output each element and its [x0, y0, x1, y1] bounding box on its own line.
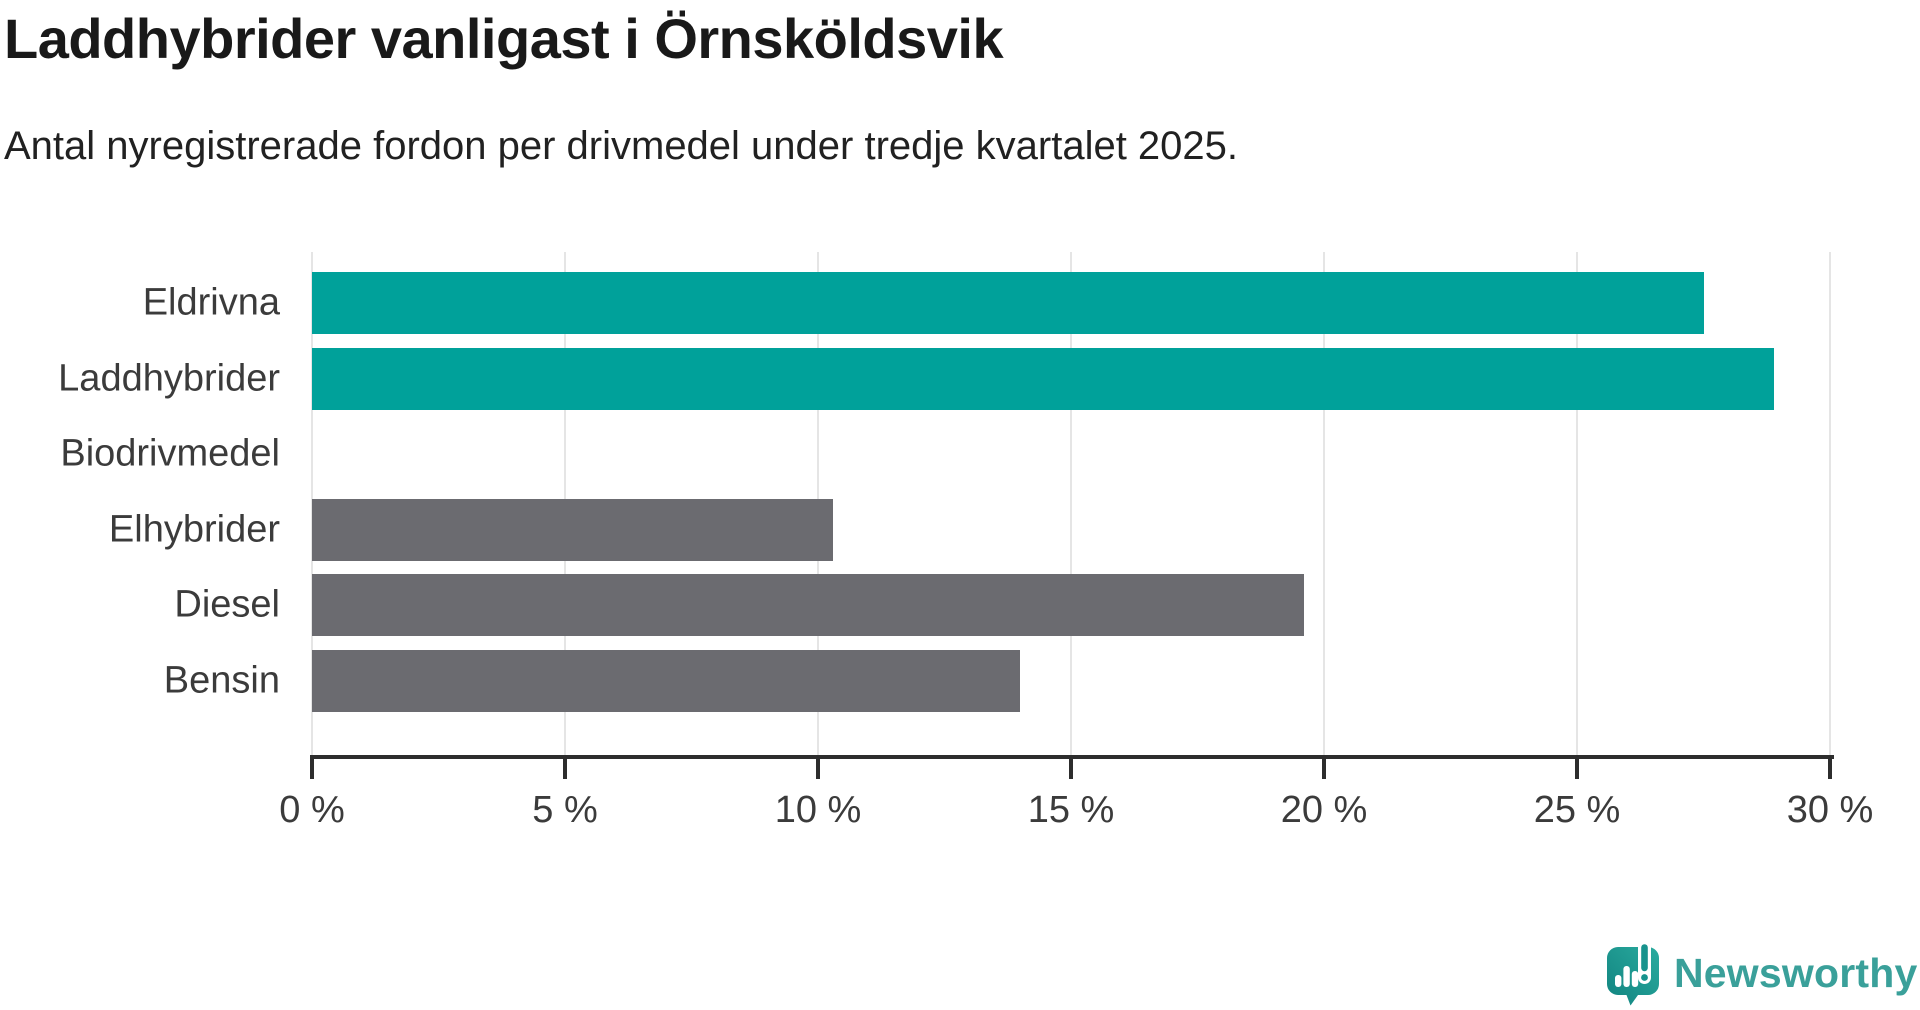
category-label-eldrivna: Eldrivna	[142, 281, 280, 324]
category-label-biodrivmedel: Biodrivmedel	[60, 432, 280, 475]
page-subtitle: Antal nyregistrerade fordon per drivmede…	[4, 124, 1239, 168]
x-axis-tick	[1828, 755, 1832, 779]
x-axis-tick-label: 5 %	[532, 789, 598, 831]
page-title: Laddhybrider vanligast i Örnsköldsvik	[4, 7, 1004, 70]
newsworthy-speech-bubble-bar-chart-icon	[1607, 941, 1659, 1006]
x-axis-tick	[563, 755, 567, 779]
bar-elhybrider	[312, 498, 834, 561]
x-axis-tick-label: 30 %	[1786, 789, 1874, 831]
x-axis-tick	[816, 755, 820, 779]
category-label-elhybrider: Elhybrider	[108, 508, 280, 550]
x-axis-tick	[310, 755, 314, 779]
x-axis-tick-label: 0 %	[279, 789, 345, 831]
gridline	[1576, 252, 1578, 755]
newsworthy-logo: Newsworthy	[1606, 940, 1918, 1006]
bar-diesel	[312, 574, 1304, 637]
x-axis-tick	[1069, 755, 1073, 779]
x-axis-tick-label: 25 %	[1533, 789, 1621, 831]
bar-eldrivna	[312, 272, 1704, 335]
category-label-laddhybrider: Laddhybrider	[58, 357, 280, 399]
gridline	[1829, 252, 1831, 755]
bar-bensin	[312, 649, 1021, 712]
plot-area: 0 % 5 % 10 % 15 % 20 % 25 % 30 %	[279, 252, 1873, 831]
x-axis-tick-label: 10 %	[774, 789, 862, 831]
x-axis-tick	[1575, 755, 1579, 779]
x-axis-tick-label: 15 %	[1027, 789, 1115, 831]
x-axis-tick-label: 20 %	[1280, 789, 1368, 831]
bar-laddhybrider	[312, 347, 1775, 410]
gridline	[1323, 252, 1325, 755]
newsworthy-logo-text: Newsworthy	[1674, 949, 1918, 996]
gridline	[1070, 252, 1072, 755]
x-axis-tick	[1322, 755, 1326, 779]
category-label-diesel: Diesel	[174, 583, 280, 626]
category-label-bensin: Bensin	[163, 659, 280, 701]
y-axis-labels: Eldrivna Laddhybrider Biodrivmedel Elhybrid…	[0, 252, 296, 755]
